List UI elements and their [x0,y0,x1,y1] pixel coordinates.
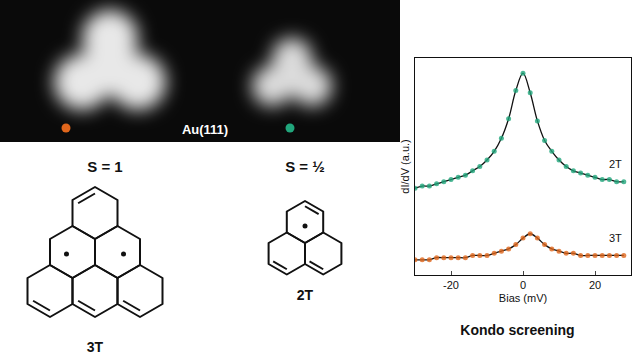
svg-text:S = ½: S = ½ [285,158,325,175]
svg-text:20: 20 [589,279,601,291]
svg-text:Au(111): Au(111) [182,122,228,137]
svg-text:dI/dV (a.u.): dI/dV (a.u.) [399,139,411,193]
svg-text:2T: 2T [609,158,622,170]
svg-text:Bias (mV): Bias (mV) [499,292,547,304]
svg-text:-20: -20 [443,279,459,291]
svg-text:0: 0 [520,279,526,291]
svg-text:S = 1: S = 1 [87,158,122,175]
svg-text:3T: 3T [87,339,104,355]
html-text:Kondo screening: Kondo screening [460,322,575,338]
svg-text:2T: 2T [297,287,314,303]
svg-text:3T: 3T [609,232,622,244]
